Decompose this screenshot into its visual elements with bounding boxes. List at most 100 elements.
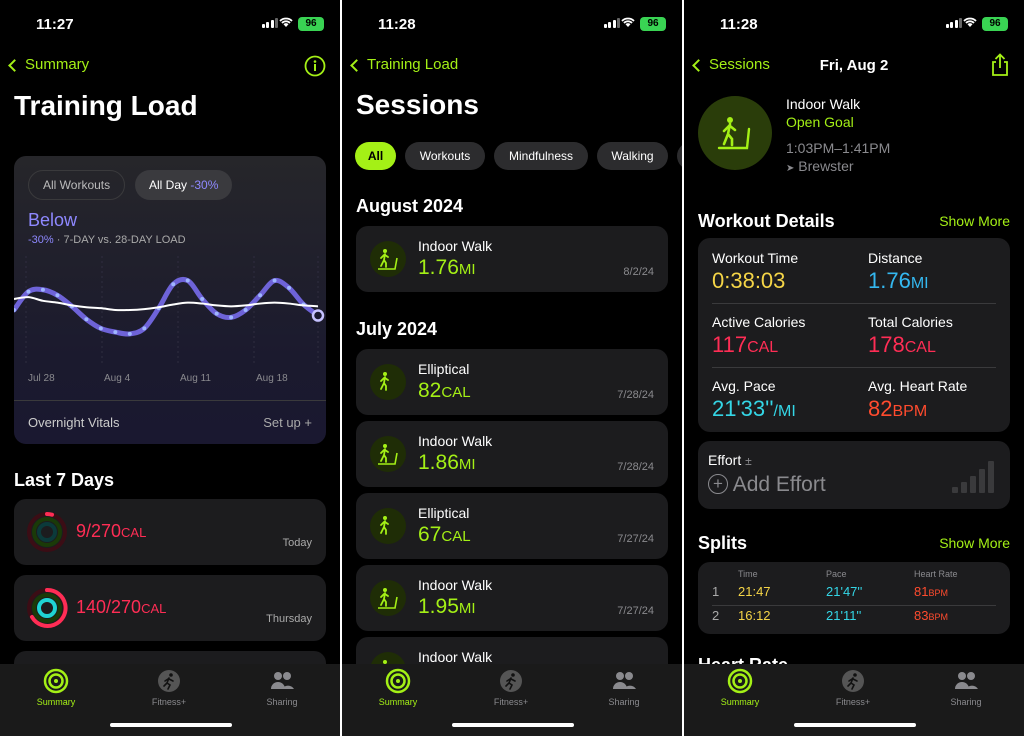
session-card[interactable]: Indoor Walk 1.76MI 8/2/24 [356,226,668,292]
running-figure-icon [500,670,522,692]
tab-fitness[interactable]: Fitness+ [813,668,893,707]
tab-sharing-label: Sharing [608,697,640,707]
x-tick-label: Aug 4 [104,373,131,384]
walker-icon [378,444,398,465]
tab-summary[interactable]: Summary [700,668,780,707]
add-effort-label: Add Effort [732,473,826,496]
page-title: Sessions [356,89,479,120]
tab-sharing[interactable]: Sharing [584,668,664,707]
tab-summary-label: Summary [36,697,76,707]
splits-header-pace: Pace [826,569,847,579]
day-ring-card[interactable]: 9/270CAL Today [14,499,326,565]
filter-all-workouts[interactable]: All Workouts [28,170,126,200]
tab-bar: Summary Fitness+ Sharing [0,664,340,736]
metric-value: 1.76MI [868,268,929,294]
session-card[interactable]: Elliptical 67CAL 7/27/24 [356,493,668,559]
metric-value-number: 21'33'' [712,396,774,421]
share-icon[interactable] [990,53,1010,77]
plus-minus-icon: ± [745,454,752,468]
tab-sharing[interactable]: Sharing [242,668,322,707]
day-ring-card[interactable]: 140/270CAL Thursday [14,575,326,641]
split-row: 1 21:47 21'47'' 81BPM [698,584,1010,604]
info-icon[interactable] [304,55,326,77]
data-point [243,308,248,312]
session-value-unit: MI [458,261,476,278]
tab-bar: Summary Fitness+ Sharing [342,664,682,736]
filter-more[interactable] [677,142,682,170]
filter-mindfulness[interactable]: Mindfulness [494,142,588,170]
setup-button[interactable]: Set up + [263,415,312,430]
load-comparison: -30% · 7-DAY vs. 28-DAY LOAD [28,234,186,246]
running-figure-icon [842,670,864,692]
people-icon [955,672,978,689]
data-point [113,330,118,335]
metric-value: 82BPM [868,396,927,422]
session-card[interactable]: Indoor Walk 1.95MI 7/27/24 [356,565,668,631]
metric-value-number: 178 [868,332,905,357]
session-name: Indoor Walk [418,433,493,449]
show-more-splits[interactable]: Show More [939,535,1010,551]
wifi-icon [279,17,293,27]
filter-workouts[interactable]: Workouts [405,142,485,170]
data-point [14,308,16,312]
filter-walking[interactable]: Walking [597,142,668,170]
session-date: 7/27/24 [617,533,654,545]
add-effort-button[interactable]: + Add Effort [708,473,826,497]
rings-icon [43,668,69,694]
data-point [311,309,325,322]
show-more-details[interactable]: Show More [939,213,1010,229]
metric-value-unit: MI [910,275,929,292]
ring-day: Thursday [266,613,312,625]
data-point [272,278,277,283]
load-status: Below [28,210,78,230]
back-label: Training Load [367,56,459,73]
data-point [55,293,60,298]
effort-card[interactable]: Effort ± + Add Effort [698,441,1010,509]
tab-summary[interactable]: Summary [16,668,96,707]
session-card[interactable]: Indoor Walk 1.86MI 7/28/24 [356,421,668,487]
back-button[interactable]: Summary [8,56,89,73]
session-value-unit: MI [458,600,476,617]
session-value: 82CAL [418,379,471,403]
split-time: 21:47 [738,584,771,599]
metric-value: 21'33''/MI [712,396,796,422]
session-icon-badge [370,241,406,277]
metric-value: 0:38:03 [712,268,785,294]
load-line [14,276,321,337]
tab-fitness-label: Fitness+ [835,697,871,707]
status-bar: 11:27 96 [0,14,340,36]
data-point [214,311,219,316]
back-button[interactable]: Sessions [692,56,770,73]
session-date: 7/28/24 [617,389,654,401]
wifi-icon [621,17,635,27]
tab-sharing[interactable]: Sharing [926,668,1006,707]
ring-unit: CAL [141,601,167,616]
x-tick-label: Jul 28 [28,373,55,384]
filter-all-day[interactable]: All Day -30% [135,170,233,200]
session-value-unit: CAL [441,528,471,545]
metric-value-number: 117 [712,332,748,357]
session-value-number: 82 [418,379,442,402]
session-card[interactable]: Elliptical 82CAL 7/28/24 [356,349,668,415]
session-value: 1.95MI [418,595,476,619]
back-button[interactable]: Training Load [350,56,459,73]
tab-fitness[interactable]: Fitness+ [471,668,551,707]
sessions-screen: 11:28 96 Training Load Sessions All Work… [342,0,682,736]
session-value-unit: MI [458,456,476,473]
session-icon-badge [370,580,406,616]
split-number: 1 [712,584,720,599]
tab-fitness[interactable]: Fitness+ [129,668,209,707]
walker-icon [378,249,398,270]
section-title: Splits [698,533,748,553]
filter-delta: -30% [190,178,219,192]
ring-unit: CAL [121,525,147,540]
divider [712,303,996,304]
ring-day: Today [282,537,312,549]
split-hr-unit: BPM [928,612,948,622]
tab-summary[interactable]: Summary [358,668,438,707]
filter-all[interactable]: All [355,142,396,170]
location-name: Brewster [798,158,854,174]
session-value: 1.86MI [418,451,476,475]
session-value-number: 1.76 [418,256,459,279]
status-bar: 11:28 96 [684,14,1024,36]
